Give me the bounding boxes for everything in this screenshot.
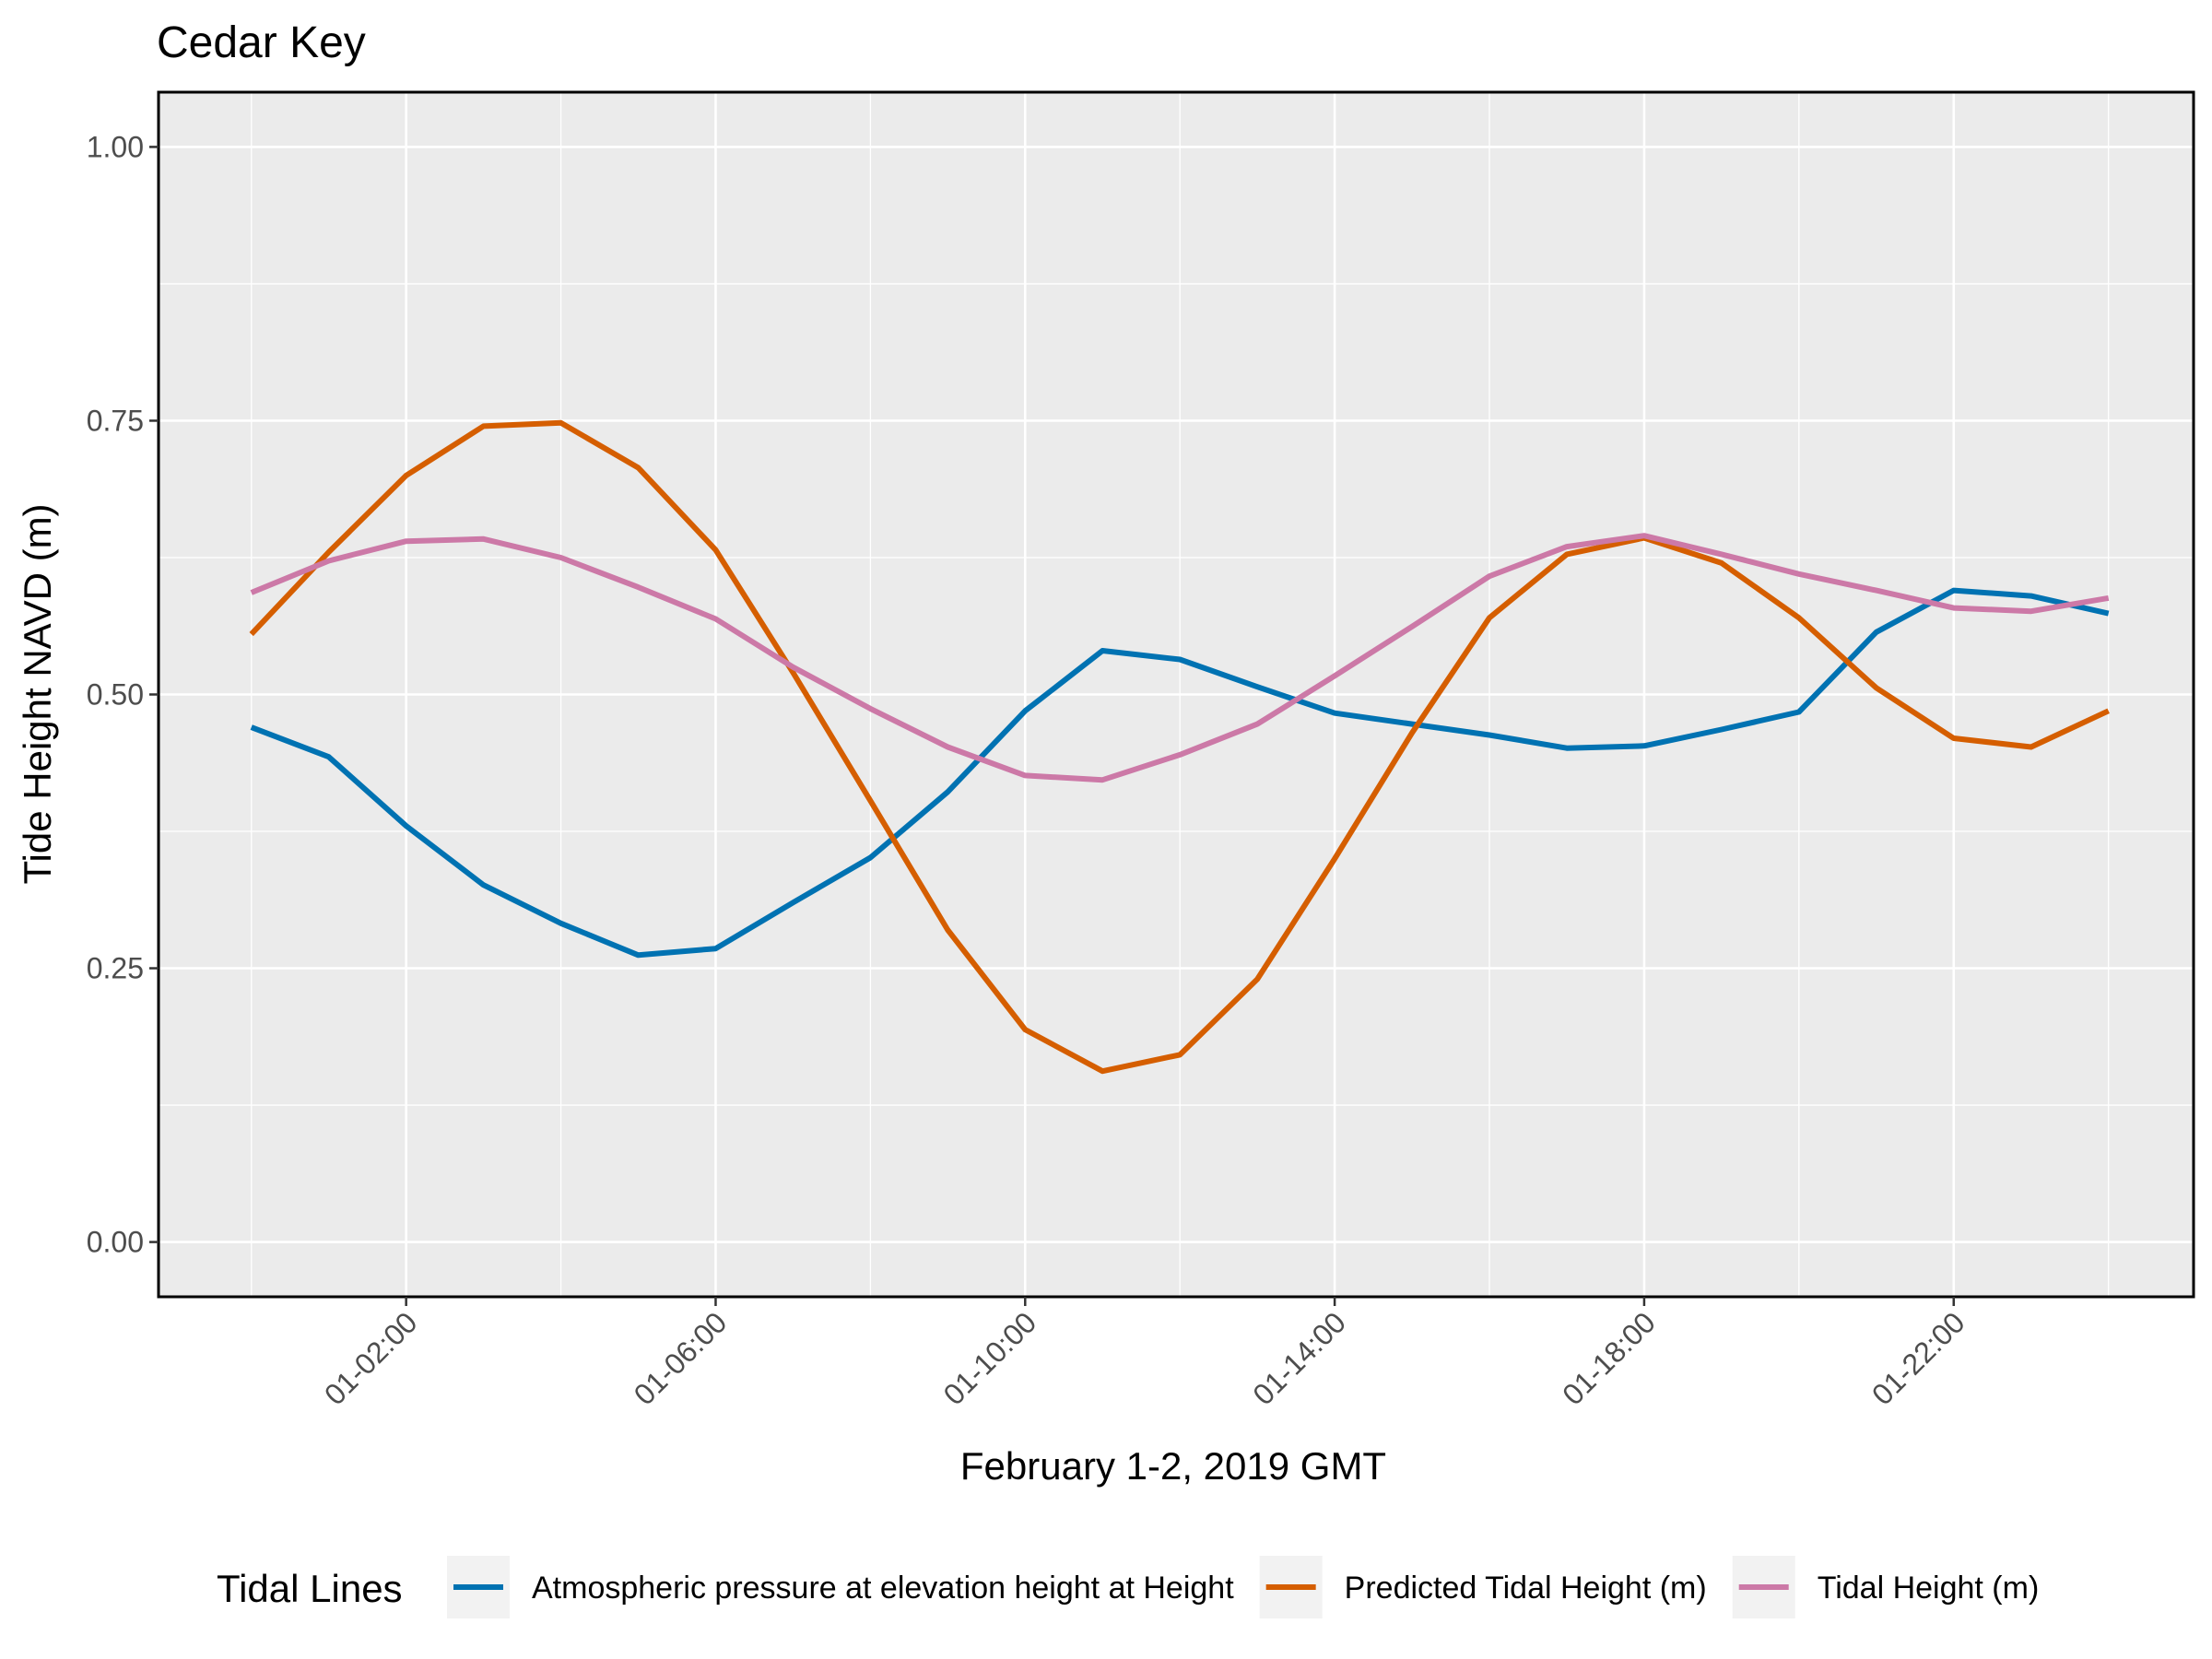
major-gridlines <box>159 92 2194 1297</box>
y-tick-label: 0.50 <box>87 678 144 712</box>
y-tick-label: 1.00 <box>87 130 144 163</box>
x-tick-label: 01-14:00 <box>1246 1305 1352 1411</box>
y-tick-label: 0.75 <box>87 404 144 437</box>
legend-label-1: Atmospheric pressure at elevation height… <box>532 1571 1234 1606</box>
legend-items: Atmospheric pressure at elevation height… <box>447 1556 2039 1618</box>
y-axis: 0.00 0.25 0.50 0.75 1.00 <box>87 130 159 1259</box>
legend: Tidal Lines Atmospheric pressure at elev… <box>217 1556 2039 1618</box>
y-axis-title: Tide Height NAVD (m) <box>16 503 59 884</box>
chart-title: Cedar Key <box>157 18 366 67</box>
x-tick-label: 01-06:00 <box>628 1305 734 1411</box>
series-line-2 <box>249 419 2110 1075</box>
series-lines <box>249 419 2110 1075</box>
x-tick-label: 01-22:00 <box>1865 1305 1971 1411</box>
x-tick-label: 01-10:00 <box>936 1305 1042 1411</box>
x-axis-title: February 1-2, 2019 GMT <box>960 1444 1386 1488</box>
series-line-3 <box>250 533 2110 783</box>
series-line-1 <box>250 587 2110 959</box>
legend-label-2: Predicted Tidal Height (m) <box>1345 1571 1707 1606</box>
legend-title: Tidal Lines <box>217 1567 403 1610</box>
legend-label-3: Tidal Height (m) <box>1818 1571 2040 1606</box>
y-tick-label: 0.00 <box>87 1226 144 1259</box>
x-tick-label: 01-02:00 <box>318 1305 424 1411</box>
y-tick-label: 0.25 <box>87 952 144 985</box>
x-tick-label: 01-18:00 <box>1556 1305 1662 1411</box>
x-axis: 01-02:00 01-06:00 01-10:00 01-14:00 01-18:00… <box>318 1297 1971 1411</box>
